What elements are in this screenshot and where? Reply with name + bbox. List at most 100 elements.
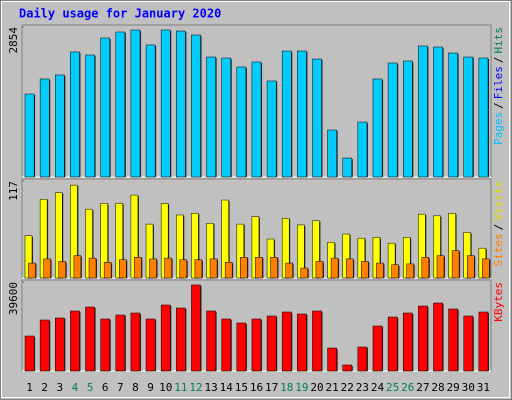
bar (55, 317, 65, 372)
legend-entry: Hits (492, 27, 505, 54)
bar (391, 264, 399, 279)
bar (327, 129, 337, 178)
bar (145, 44, 156, 178)
bar (482, 258, 490, 279)
x-tick-label: 13 (204, 381, 217, 394)
legend: Pages / Files / Hits (492, 27, 505, 145)
bar (70, 310, 80, 372)
bar (342, 364, 353, 372)
bar (43, 258, 51, 279)
x-tick-label: 2 (41, 381, 48, 394)
bar (73, 255, 82, 279)
x-tick-label: 21 (326, 381, 339, 394)
bar (330, 257, 339, 279)
y-tick-label: 2854 (7, 27, 20, 54)
x-tick-label: 27 (416, 381, 429, 394)
bar (372, 78, 383, 178)
bar (463, 56, 474, 178)
bar (421, 257, 430, 279)
x-tick-label: 28 (431, 381, 444, 394)
bar (361, 261, 369, 279)
x-tick-label: 4 (72, 381, 79, 394)
x-tick-label: 14 (220, 381, 234, 394)
x-tick-label: 1 (26, 381, 33, 394)
bar (433, 46, 443, 178)
x-tick-label: 22 (341, 381, 354, 394)
x-tick-label: 26 (401, 381, 414, 394)
bar (24, 335, 35, 372)
bar (406, 263, 414, 279)
bar (270, 257, 278, 279)
x-tick-label: 16 (250, 381, 263, 394)
bar (206, 310, 216, 372)
x-tick-label: 3 (57, 381, 64, 394)
bar (70, 51, 80, 178)
y-tick-label: 117 (7, 181, 20, 201)
legend-separator: / (492, 102, 505, 109)
x-tick-label: 25 (386, 381, 399, 394)
bar (312, 310, 322, 372)
bar (130, 312, 141, 372)
x-tick-label: 8 (132, 381, 139, 394)
x-tick-label: 23 (356, 381, 369, 394)
x-tick-label: 9 (147, 381, 154, 394)
bar (236, 66, 247, 178)
bar (376, 262, 384, 279)
bar (206, 56, 216, 178)
x-tick-label: 24 (371, 381, 385, 394)
bar (145, 318, 156, 372)
bar (418, 45, 428, 178)
bar (164, 257, 172, 279)
bar (463, 315, 474, 372)
bar (327, 347, 337, 372)
bar (24, 93, 35, 178)
bar (194, 259, 203, 279)
bar (345, 258, 354, 279)
bar (466, 255, 475, 279)
bar (402, 60, 413, 178)
bar (236, 322, 247, 372)
bar (179, 259, 188, 279)
bar (28, 262, 36, 279)
x-tick-label: 6 (102, 381, 109, 394)
bar (85, 54, 95, 178)
bar (130, 29, 141, 178)
bar (312, 58, 322, 178)
bar (160, 304, 171, 372)
bar (266, 315, 277, 372)
bar (221, 57, 232, 178)
bar (255, 257, 263, 279)
bar (149, 258, 157, 279)
bar (39, 78, 50, 178)
legend-entry: Files (492, 66, 505, 99)
x-tick-label: 5 (87, 381, 94, 394)
bar (85, 306, 95, 372)
chart-title: Daily usage for January 2020 (19, 7, 221, 21)
bar (115, 314, 126, 372)
bar (342, 157, 353, 178)
bar (251, 318, 262, 372)
bar (387, 62, 398, 178)
x-tick-label: 15 (235, 381, 248, 394)
bar (55, 74, 65, 178)
x-tick-label: 17 (265, 381, 278, 394)
legend-entry: Pages (492, 112, 505, 145)
bar (88, 257, 97, 279)
x-tick-label: 18 (280, 381, 293, 394)
bar (224, 261, 233, 279)
bar (285, 262, 293, 279)
x-tick-label: 10 (159, 381, 172, 394)
bar (357, 346, 368, 372)
bar (176, 30, 186, 178)
bar (176, 307, 186, 372)
bar (115, 31, 126, 178)
legend-entry: KBytes (492, 282, 505, 322)
bar (191, 34, 201, 178)
bar (191, 284, 201, 372)
bar (160, 29, 171, 178)
bar (221, 318, 232, 372)
y-tick-label: 39600 (7, 282, 20, 315)
bar (478, 311, 489, 372)
